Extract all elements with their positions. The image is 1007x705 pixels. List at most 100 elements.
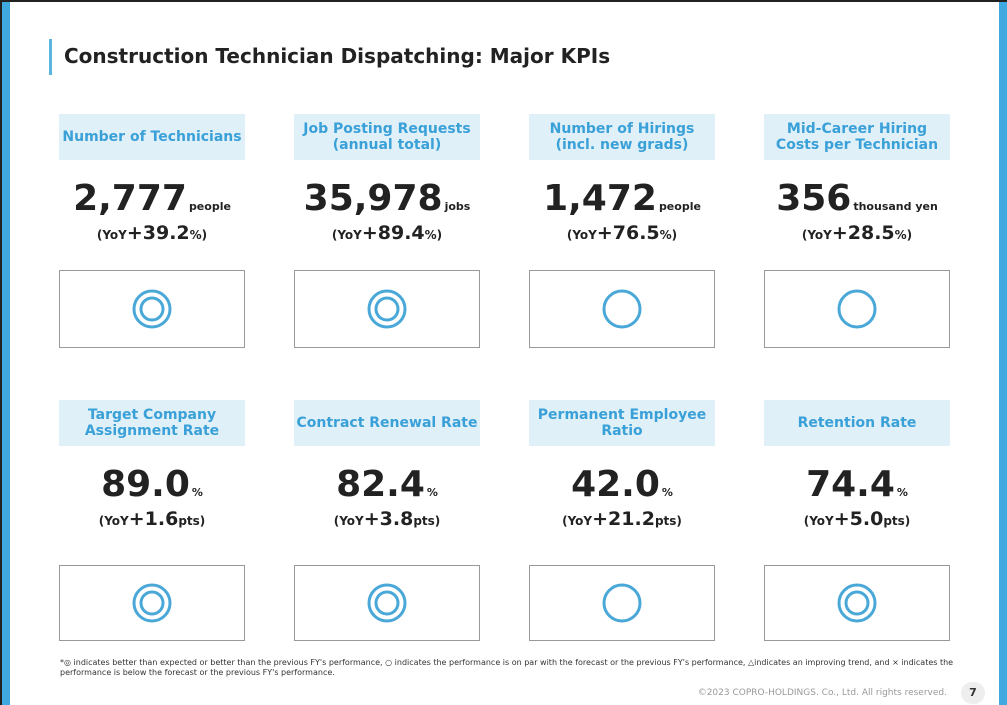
rating-box — [294, 270, 480, 348]
kpi-card: Job Posting Requests (annual total) 35,97… — [294, 114, 480, 348]
yoy-part: %) — [189, 228, 208, 242]
yoy-part: (YoY — [96, 228, 127, 242]
value-unit: % — [896, 486, 908, 499]
yoy-part: (YoY — [566, 228, 597, 242]
yoy-part: pts) — [654, 514, 682, 528]
kpi-value: 35,978 jobs — [294, 178, 480, 222]
value-unit: thousand yen — [853, 200, 938, 213]
value-unit: people — [658, 200, 701, 213]
kpi-label: Permanent Employee Ratio — [529, 400, 715, 446]
yoy-part: +1.6 — [128, 508, 179, 530]
yoy-part: pts) — [883, 514, 911, 528]
kpi-value: 2,777 people — [59, 178, 245, 222]
yoy-part: +5.0 — [833, 508, 884, 530]
footnote: *◎ indicates better than expected or bet… — [60, 658, 954, 677]
yoy-part: (YoY — [803, 514, 834, 528]
circle — [367, 583, 407, 623]
kpi-yoy: (YoY+21.2pts) — [529, 508, 715, 534]
circle — [837, 583, 877, 623]
rating-icon — [132, 583, 172, 623]
circle — [367, 289, 407, 329]
kpi-yoy: (YoY+89.4%) — [294, 222, 480, 248]
kpi-card: Contract Renewal Rate 82.4% (YoY+3.8pts) — [294, 400, 480, 641]
kpi-yoy: (YoY+3.8pts) — [294, 508, 480, 534]
title: Construction Technician Dispatching: Maj… — [64, 44, 611, 68]
circle — [602, 583, 642, 623]
kpi-card: Mid-Career Hiring Costs per Technician 35… — [764, 114, 950, 348]
value-number: 89.0 — [101, 464, 190, 505]
yoy-part: +21.2 — [592, 508, 655, 530]
rating-icon — [132, 289, 172, 329]
copyright: ©2023 COPRO-HOLDINGS. Co., Ltd. All righ… — [697, 688, 947, 698]
kpi-value: 82.4% — [294, 464, 480, 508]
yoy-part: %) — [659, 228, 678, 242]
rating-icon — [837, 289, 877, 329]
yoy-part: (YoY — [333, 514, 364, 528]
rating-icon — [367, 583, 407, 623]
kpi-value: 42.0% — [529, 464, 715, 508]
value-number: 1,472 — [543, 178, 657, 219]
yoy-part: +76.5 — [596, 222, 660, 244]
kpi-yoy: (YoY+76.5%) — [529, 222, 715, 248]
yoy-part: %) — [894, 228, 913, 242]
yoy-part: pts) — [413, 514, 441, 528]
kpi-label: Number of Technicians — [59, 114, 245, 160]
value-number: 74.4 — [806, 464, 895, 505]
kpi-label: Contract Renewal Rate — [294, 400, 480, 446]
kpi-yoy: (YoY+28.5%) — [764, 222, 950, 248]
value-number: 356 — [776, 178, 852, 219]
rating-box — [529, 270, 715, 348]
yoy-part: +89.4 — [361, 222, 425, 244]
value-number: 35,978 — [303, 178, 443, 219]
yoy-part: (YoY — [562, 514, 593, 528]
rating-box — [294, 565, 480, 641]
yoy-part: (YoY — [331, 228, 362, 242]
yoy-part: +3.8 — [363, 508, 414, 530]
yoy-part: pts) — [178, 514, 206, 528]
rating-icon — [602, 583, 642, 623]
rating-box — [59, 565, 245, 641]
circle — [132, 289, 172, 329]
rating-icon — [837, 583, 877, 623]
kpi-value: 74.4% — [764, 464, 950, 508]
value-unit: jobs — [444, 200, 471, 213]
rating-box — [59, 270, 245, 348]
value-number: 82.4 — [336, 464, 425, 505]
kpi-value: 89.0% — [59, 464, 245, 508]
kpi-yoy: (YoY+1.6pts) — [59, 508, 245, 534]
kpi-label: Mid-Career Hiring Costs per Technician — [764, 114, 950, 160]
kpi-value: 1,472 people — [529, 178, 715, 222]
circle — [139, 296, 165, 322]
title-bar — [49, 39, 52, 75]
yoy-part: +39.2 — [126, 222, 190, 244]
kpi-card: Retention Rate 74.4% (YoY+5.0pts) — [764, 400, 950, 641]
rating-box — [764, 270, 950, 348]
circle — [374, 590, 400, 616]
kpi-card: Number of Technicians 2,777 people (YoY+39.… — [59, 114, 245, 348]
rating-box — [529, 565, 715, 641]
circle — [374, 296, 400, 322]
value-unit: % — [426, 486, 438, 499]
value-number: 2,777 — [73, 178, 187, 219]
kpi-card: Number of Hirings (incl. new grads) 1,472… — [529, 114, 715, 348]
kpi-label: Target Company Assignment Rate — [59, 400, 245, 446]
rating-box — [764, 565, 950, 641]
yoy-part: (YoY — [98, 514, 129, 528]
kpi-label: Number of Hirings (incl. new grads) — [529, 114, 715, 160]
kpi-yoy: (YoY+5.0pts) — [764, 508, 950, 534]
circle — [602, 289, 642, 329]
circle — [837, 289, 877, 329]
value-unit: % — [661, 486, 673, 499]
kpi-value: 356 thousand yen — [764, 178, 950, 222]
circle — [844, 590, 870, 616]
left-stripe — [2, 2, 10, 705]
circle — [132, 583, 172, 623]
yoy-part: (YoY — [801, 228, 832, 242]
rating-icon — [367, 289, 407, 329]
yoy-part: %) — [424, 228, 443, 242]
kpi-label: Job Posting Requests (annual total) — [294, 114, 480, 160]
kpi-yoy: (YoY+39.2%) — [59, 222, 245, 248]
kpi-card: Permanent Employee Ratio 42.0% (YoY+21.2pt… — [529, 400, 715, 641]
page-number: 7 — [961, 682, 985, 704]
value-unit: people — [188, 200, 231, 213]
